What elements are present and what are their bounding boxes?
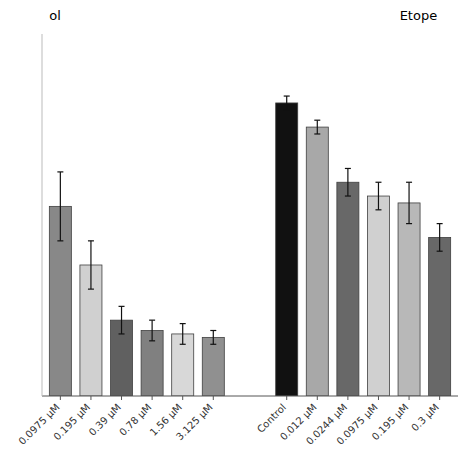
bar [429,237,451,396]
error-bar-cap [375,209,381,210]
error-bar-cap [119,333,125,334]
error-bar [437,224,443,252]
error-bar-stem [408,182,409,223]
x-axis: 0.0975 μM0.195 μM0.39 μM0.78 μM1.56 μM3.… [16,396,441,447]
x-tick [409,396,410,400]
error-bar-cap [437,223,443,224]
error-bar [375,182,381,210]
error-bar-stem [317,120,318,134]
error-bar-cap [180,323,186,324]
error-bar [345,168,351,196]
x-tick [347,396,348,400]
error-bar [119,306,125,334]
x-tick-label: 0.0975 μM [16,402,61,447]
error-bar-stem [60,172,61,241]
x-tick-label: 3.125 μM [174,402,215,443]
error-bar-cap [57,240,63,241]
x-tick-label: 0.195 μM [370,402,411,443]
error-bar [210,330,216,344]
error-bar-stem [121,306,122,334]
bar [306,127,328,396]
x-tick [90,396,91,400]
x-tick [286,396,287,400]
x-tick [317,396,318,400]
x-tick [60,396,61,400]
x-tick [152,396,153,400]
error-bar-cap [180,344,186,345]
error-bar-cap [149,320,155,321]
x-tick [378,396,379,400]
error-bar-cap [345,168,351,169]
bar [398,203,420,396]
error-bar-cap [375,182,381,183]
x-tick-label: 0.0975 μM [335,402,380,447]
error-bar-stem [182,324,183,345]
error-bar-stem [152,320,153,341]
plot-area [49,96,450,396]
error-bar-stem [347,168,348,196]
error-bar-stem [378,182,379,210]
x-tick [439,396,440,400]
bar [367,196,389,396]
error-bar-cap [314,120,320,121]
error-bar [149,320,155,341]
error-bar-cap [314,133,320,134]
error-bar [284,96,290,110]
error-bar [406,182,412,223]
error-bar-cap [210,344,216,345]
error-bar-cap [406,223,412,224]
x-tick [213,396,214,400]
error-bar-cap [88,289,94,290]
bar [141,330,163,396]
error-bar-stem [439,224,440,252]
annotation: ol [49,8,61,23]
bar [337,182,359,396]
chart-container: 0.0975 μM0.195 μM0.39 μM0.78 μM1.56 μM3.… [0,0,474,474]
error-bar-cap [210,330,216,331]
chart-svg: 0.0975 μM0.195 μM0.39 μM0.78 μM1.56 μM3.… [0,0,474,474]
x-tick [121,396,122,400]
bar [276,103,298,396]
error-bar-cap [345,195,351,196]
error-bar-cap [88,240,94,241]
error-bar-cap [119,306,125,307]
error-bar [180,324,186,345]
error-bar-stem [90,241,91,289]
x-tick-label: 0.3 μM [409,402,441,434]
error-bar-cap [57,171,63,172]
error-bar [314,120,320,134]
x-tick-label: 0.195 μM [51,402,92,443]
error-bar [88,241,94,289]
error-bar-stem [213,330,214,344]
error-bar-cap [406,182,412,183]
x-tick-label: 0.78 μM [117,402,153,438]
annotation: Etope [400,8,438,23]
x-tick-label: 0.39 μM [87,402,123,438]
x-tick [182,396,183,400]
error-bar-cap [149,340,155,341]
error-bar [57,172,63,241]
y-axis-line [42,34,43,396]
error-bar-cap [284,109,290,110]
x-axis-line [42,396,458,397]
bar [202,337,224,396]
error-bar-cap [437,251,443,252]
error-bar-stem [286,96,287,110]
error-bar-cap [284,95,290,96]
